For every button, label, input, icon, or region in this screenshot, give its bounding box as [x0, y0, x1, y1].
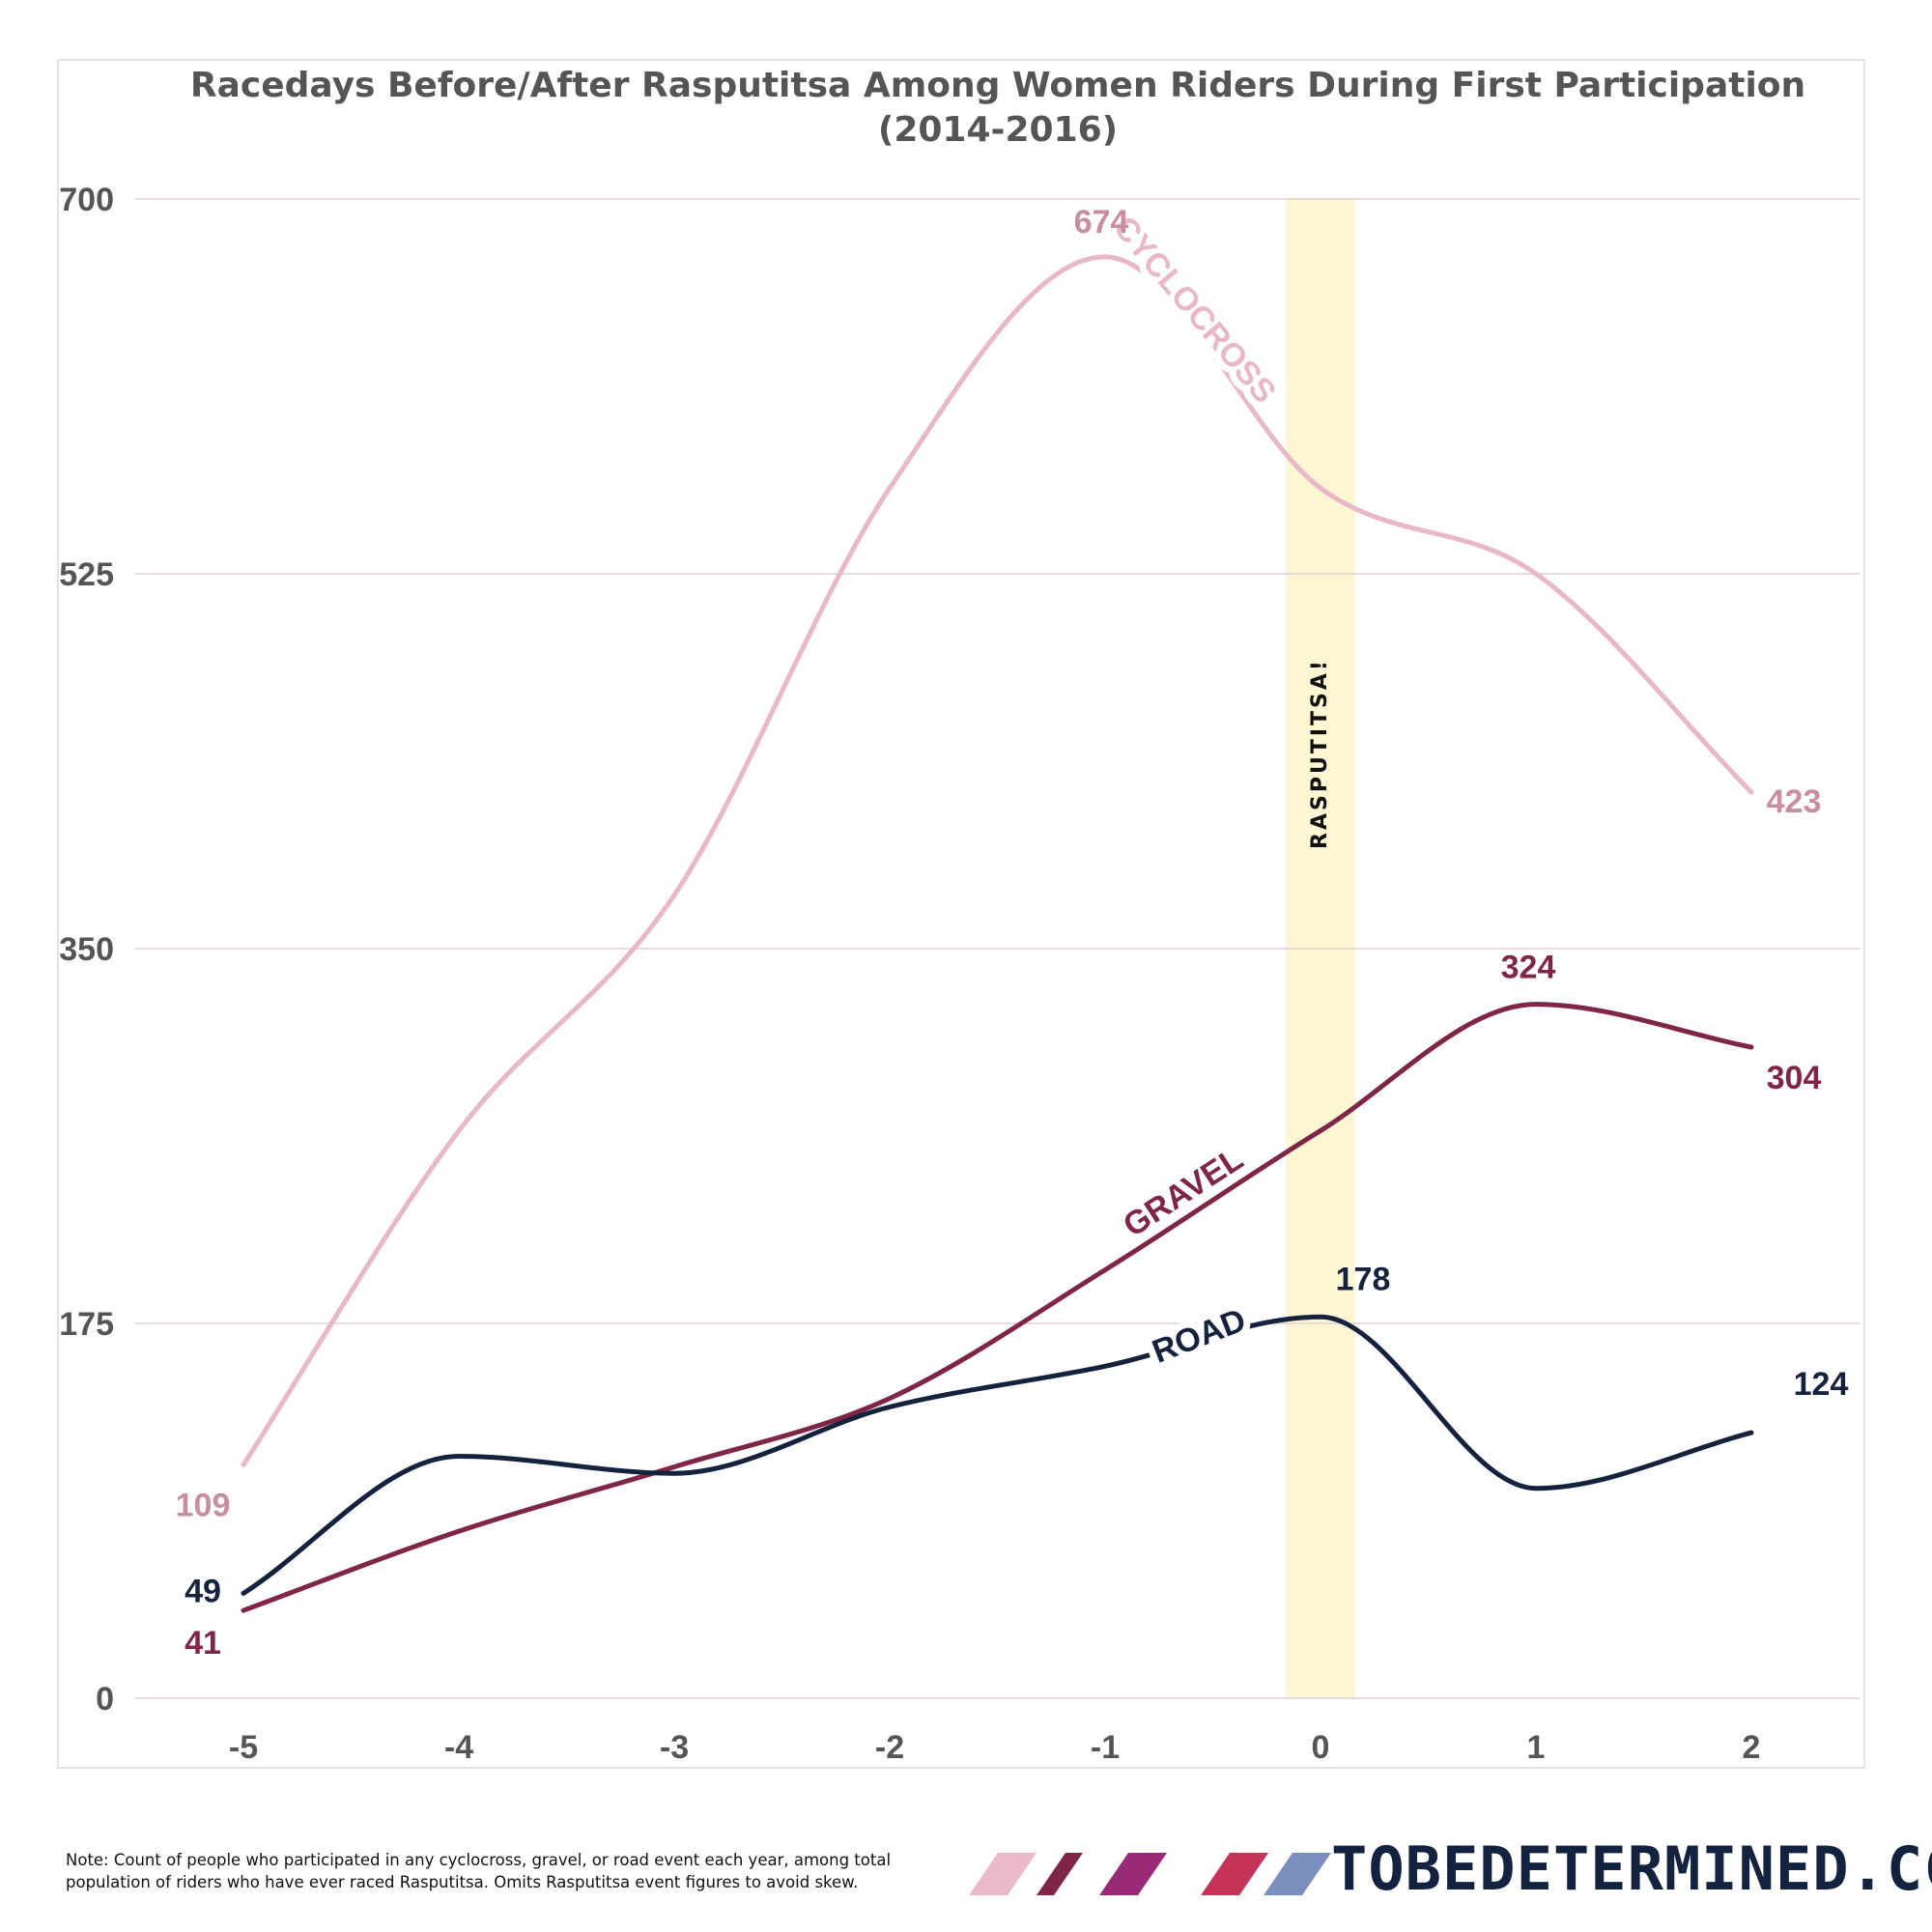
footnote-line-2: population of riders who have ever raced…	[66, 1873, 859, 1891]
x-tick-label--1: -1	[1091, 1729, 1120, 1766]
grid-layer	[135, 198, 1860, 1699]
annotation-layer: RASPUTITSA!	[1308, 658, 1332, 849]
y-tick-label-175: 175	[59, 1306, 114, 1343]
brand-stripe-1	[969, 1853, 1037, 1895]
x-tick-label--5: -5	[229, 1729, 258, 1766]
x-tick-label--2: -2	[875, 1729, 904, 1766]
y-tick-label-700: 700	[59, 182, 114, 218]
brand-stripe-3	[1099, 1853, 1167, 1895]
x-axis-ticks: -5 -4 -3 -2 -1 0 1 2	[229, 1729, 1761, 1766]
chart-border	[57, 59, 1865, 1769]
brand-stripe-2	[1037, 1853, 1083, 1895]
footnote: Note: Count of people who participated i…	[66, 1849, 935, 1893]
road-data-label-0: 49	[185, 1573, 221, 1609]
y-tick-label-350: 350	[59, 931, 114, 968]
series-lines	[241, 254, 1754, 1613]
chart-subtitle: (2014-2016)	[878, 110, 1118, 150]
road-data-label-5: 178	[1336, 1261, 1391, 1297]
gravel-line	[241, 1002, 1754, 1613]
x-tick-label-1: 1	[1527, 1729, 1546, 1766]
gravel-data-label-6: 324	[1501, 950, 1556, 986]
x-tick-label-2: 2	[1743, 1729, 1761, 1766]
chart-title: Racedays Before/After Rasputitsa Among W…	[190, 66, 1805, 105]
road-line	[241, 1314, 1754, 1596]
data-labels: 109 674 423 41 324 304 49 178 124	[176, 204, 1849, 1662]
x-tick-label--3: -3	[660, 1729, 689, 1766]
brand-stripe-5	[1264, 1853, 1331, 1895]
x-tick-label--4: -4	[444, 1729, 473, 1766]
cyclocross-data-label-7: 423	[1767, 783, 1822, 820]
gravel-data-label-7: 304	[1767, 1060, 1822, 1096]
cyclocross-data-label-4: 674	[1074, 204, 1129, 241]
brand-logo-text[interactable]: TOBEDETERMINED.CC	[1331, 1833, 1932, 1904]
brand-stripe-4	[1201, 1853, 1268, 1895]
y-axis-ticks: 0 175 350 525 700	[59, 182, 114, 1718]
y-tick-label-525: 525	[59, 556, 114, 593]
cyclocross-line	[241, 254, 1754, 1467]
footnote-line-1: Note: Count of people who participated i…	[66, 1851, 892, 1869]
brand-stripes	[969, 1853, 1331, 1895]
road-data-label-7: 124	[1794, 1366, 1849, 1403]
rasputitsa-annotation: RASPUTITSA!	[1308, 658, 1332, 849]
cyclocross-data-label-0: 109	[176, 1487, 231, 1523]
x-tick-label-0: 0	[1312, 1729, 1330, 1766]
gravel-data-label-0: 41	[185, 1625, 221, 1662]
y-tick-label-0: 0	[96, 1681, 114, 1718]
